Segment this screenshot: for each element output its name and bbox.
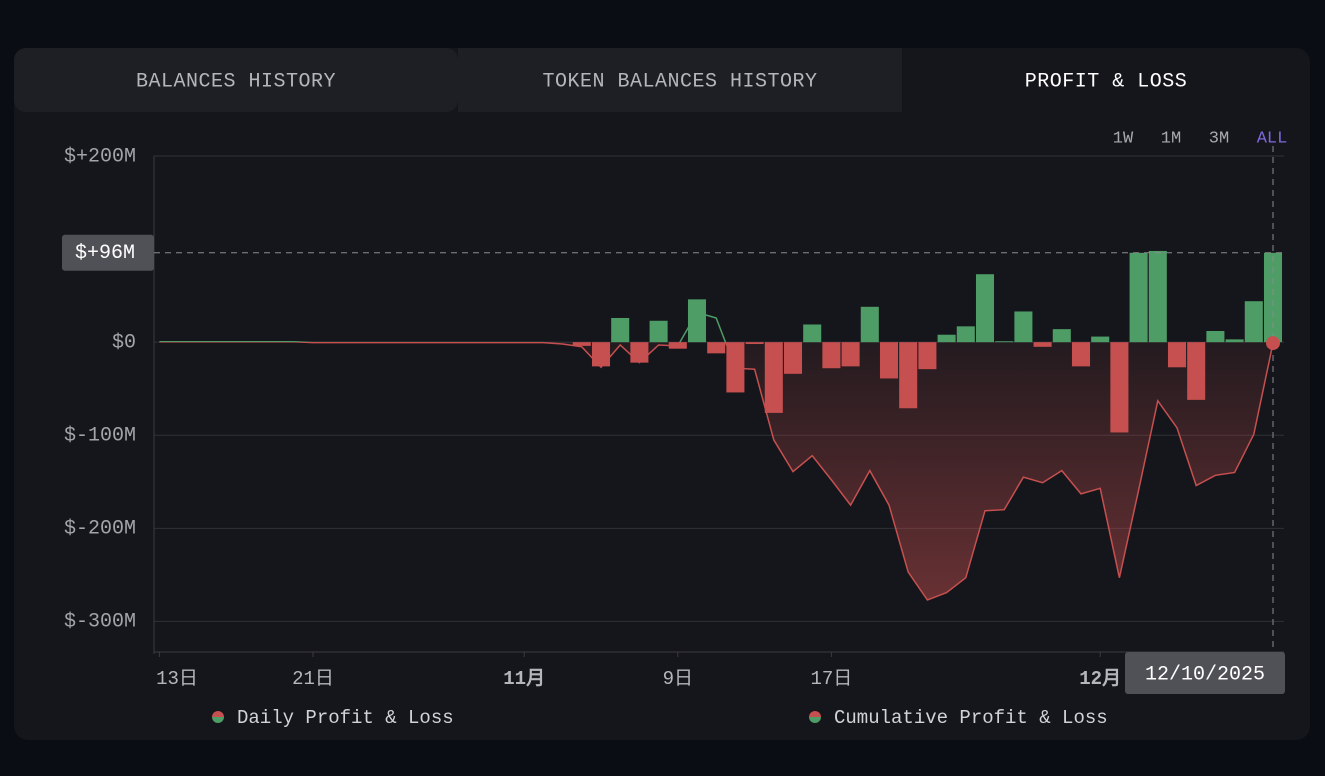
legend-dot-top: [809, 711, 821, 717]
bar: [649, 320, 668, 343]
crosshair-x-label: 12/10/2025: [1145, 663, 1265, 686]
x-tick-label: 9日: [663, 668, 693, 690]
bar: [975, 274, 995, 343]
tab-background[interactable]: [14, 48, 458, 112]
x-tick-label: 13日: [156, 668, 198, 690]
line: [159, 311, 1274, 601]
y-tick-label: $-200M: [64, 518, 136, 541]
tab-label[interactable]: TOKEN BALANCES HISTORY: [542, 70, 817, 93]
range-button[interactable]: 1M: [1161, 129, 1181, 148]
legend-label: Daily Profit & Loss: [237, 707, 454, 729]
bar: [1244, 301, 1263, 343]
legend-dot-bottom: [809, 717, 821, 723]
x-tick-label: 12月: [1079, 668, 1121, 690]
hover-point: [1266, 336, 1280, 351]
bar: [1014, 311, 1033, 343]
y-tick-label: $0: [112, 331, 136, 354]
legend-dot-top: [212, 711, 224, 717]
y-tick-label: $-300M: [64, 611, 136, 634]
crosshair-y-label: $+96M: [75, 242, 135, 265]
legend-dot-bottom: [212, 717, 224, 723]
legend-label: Cumulative Profit & Loss: [834, 707, 1108, 729]
bar: [937, 334, 956, 343]
area: [303, 342, 1273, 600]
panel: [14, 48, 1310, 740]
bar: [1263, 252, 1283, 343]
x-tick-label: 11月: [503, 668, 545, 690]
legend-item: Cumulative Profit & Loss: [809, 707, 1108, 729]
crosshair-y-tag: [62, 234, 154, 271]
bar: [1206, 330, 1225, 343]
range-button[interactable]: ALL: [1257, 129, 1288, 148]
crosshair-x-tag: [1125, 652, 1285, 694]
y-tick-label: $+200M: [64, 145, 136, 168]
bar: [707, 342, 726, 354]
tab-background[interactable]: [458, 48, 902, 112]
range-button[interactable]: 3M: [1209, 129, 1229, 148]
legend-item: Daily Profit & Loss: [212, 707, 454, 729]
bar: [860, 306, 879, 343]
bar: [995, 341, 1014, 343]
bar: [1225, 339, 1244, 343]
bar: [956, 326, 975, 343]
x-tick-label: 21日: [292, 668, 334, 690]
tab-label[interactable]: PROFIT & LOSS: [1025, 70, 1188, 93]
bar: [1148, 250, 1167, 343]
bar: [1129, 252, 1148, 343]
bar: [1091, 336, 1110, 343]
bar: [803, 324, 822, 343]
y-tick-label: $-100M: [64, 425, 136, 448]
range-button[interactable]: 1W: [1113, 129, 1134, 148]
tab-label[interactable]: BALANCES HISTORY: [136, 70, 336, 93]
x-tick-label: 17日: [810, 668, 852, 690]
bar: [1052, 329, 1071, 343]
bar: [687, 299, 707, 343]
bar: [611, 317, 630, 343]
